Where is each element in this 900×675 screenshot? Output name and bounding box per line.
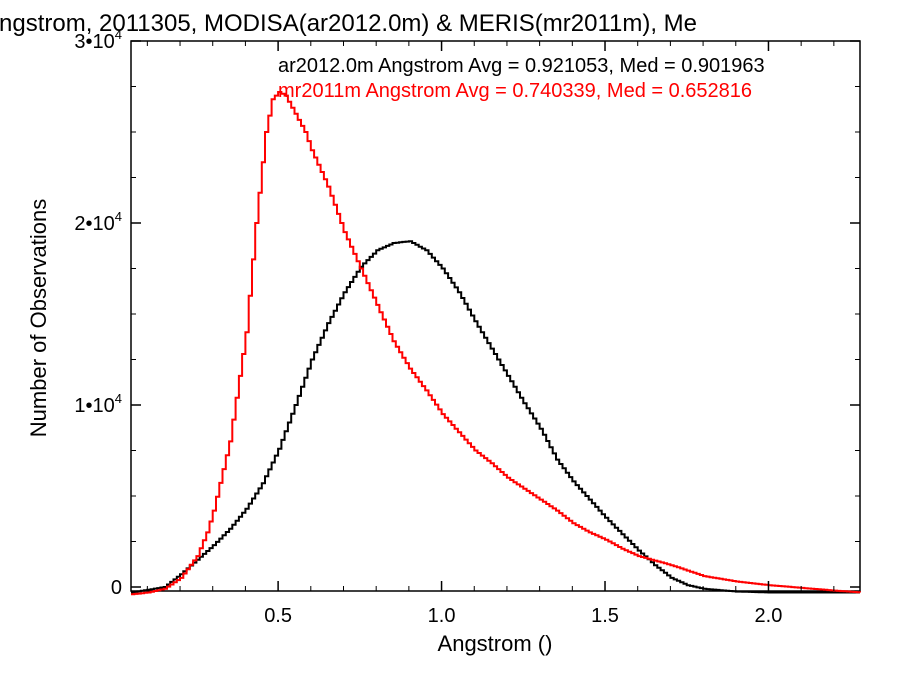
x-tick-label: 2.0 <box>755 605 783 627</box>
legend-entry: ar2012.0m Angstrom Avg = 0.921053, Med =… <box>278 55 765 77</box>
y-axis-ticks: 0 1•104 2•104 3•104 <box>74 27 860 599</box>
series-line-1 <box>131 91 861 596</box>
x-tick-label: 1.5 <box>591 605 619 627</box>
y-axis-label: Number of Observations <box>26 199 51 437</box>
series-line-0 <box>131 240 860 594</box>
y-tick-label: 3•104 <box>74 27 122 53</box>
x-axis-label: Angstrom () <box>438 631 553 656</box>
legend-entry: mr2011m Angstrom Avg = 0.740339, Med = 0… <box>278 80 752 102</box>
x-tick-label: 0.5 <box>264 605 292 627</box>
legend: ar2012.0m Angstrom Avg = 0.921053, Med =… <box>278 55 765 102</box>
y-tick-label: 1•104 <box>74 391 122 417</box>
plot-area <box>130 40 861 596</box>
y-tick-label: 0 <box>111 577 122 599</box>
chart-title: ngstrom, 2011305, MODISA(ar2012.0m) & ME… <box>0 10 697 37</box>
x-tick-label: 1.0 <box>428 605 456 627</box>
plot-frame <box>130 40 861 592</box>
y-tick-label: 2•104 <box>74 209 122 235</box>
x-axis-ticks: 0.5 1.0 1.5 2.0 <box>146 41 835 627</box>
